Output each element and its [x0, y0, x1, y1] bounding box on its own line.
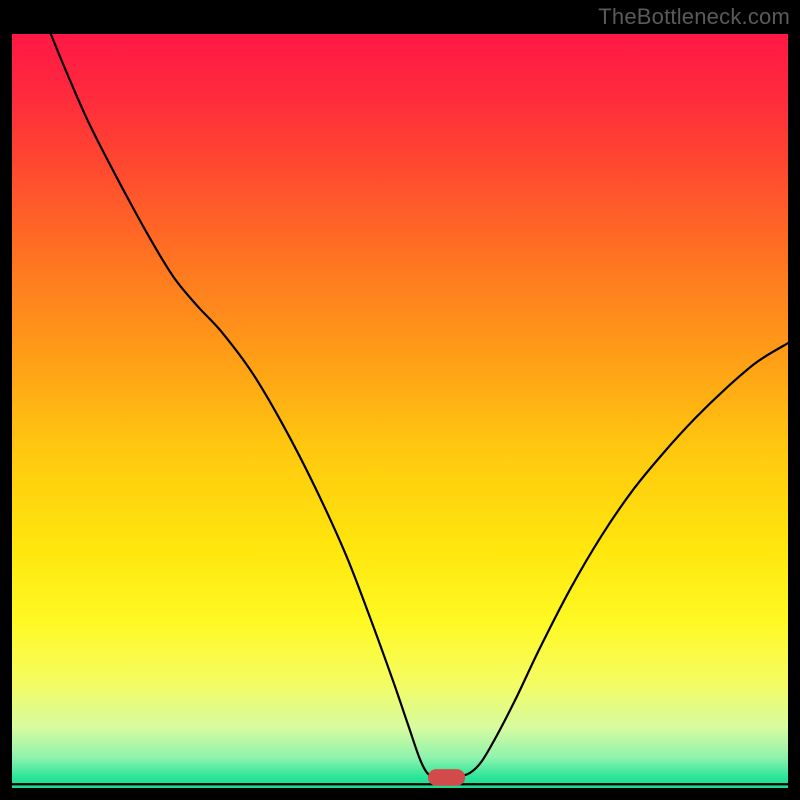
chart-frame: TheBottleneck.com	[0, 0, 800, 800]
watermark-text: TheBottleneck.com	[598, 4, 790, 30]
plot-area	[12, 34, 788, 788]
optimum-marker	[428, 769, 465, 786]
bottleneck-chart-svg	[12, 34, 788, 788]
gradient-background	[12, 34, 788, 788]
